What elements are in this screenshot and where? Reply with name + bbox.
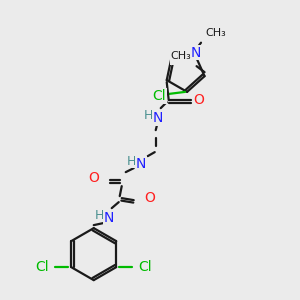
Text: H: H: [144, 109, 153, 122]
Text: N: N: [152, 111, 163, 125]
Text: O: O: [144, 191, 155, 205]
Text: N: N: [191, 46, 201, 60]
Text: H: H: [95, 208, 104, 222]
Text: CH₃: CH₃: [171, 51, 192, 61]
Text: O: O: [88, 171, 99, 185]
Text: Cl: Cl: [138, 260, 152, 274]
Text: N: N: [136, 157, 146, 171]
Text: Cl: Cl: [35, 260, 49, 274]
Text: CH₃: CH₃: [205, 28, 226, 38]
Text: N: N: [103, 211, 114, 225]
Text: H: H: [127, 154, 136, 168]
Text: N: N: [170, 50, 181, 64]
Text: Cl: Cl: [152, 89, 166, 103]
Text: O: O: [193, 93, 204, 107]
